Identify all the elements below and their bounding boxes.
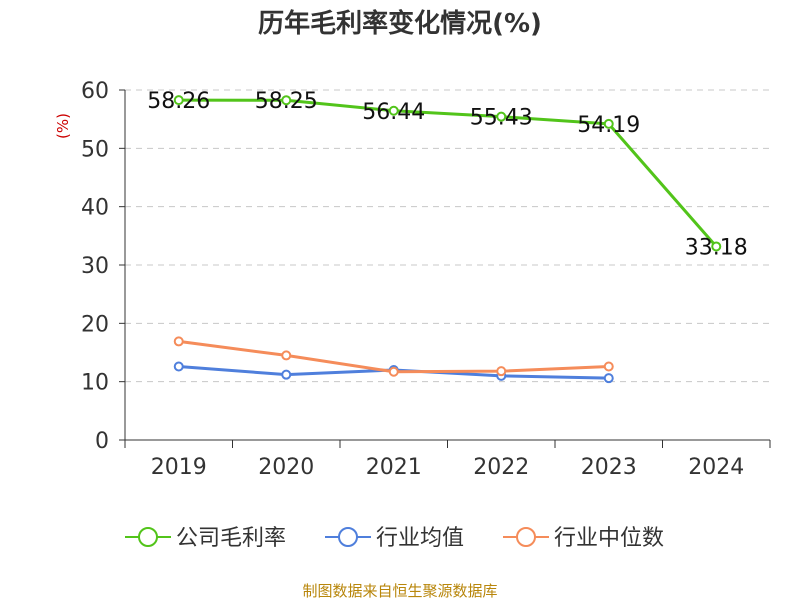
source-note: 制图数据来自恒生聚源数据库 (302, 582, 497, 600)
y-tick-label: 40 (81, 196, 109, 221)
data-point (603, 118, 614, 129)
x-tick-label: 2019 (151, 455, 207, 480)
y-tick-label: 20 (81, 312, 109, 337)
axes: 0 10 20 30 40 50 60 2019 2020 2021 2022 2023 2024 (81, 79, 771, 480)
legend-item[interactable]: 行业中位数 (503, 526, 664, 551)
data-label: 54.19 (577, 113, 640, 138)
y-axis-label: (%) (54, 113, 72, 139)
legend-item[interactable]: 行业均值 (325, 526, 464, 551)
data-label: 58.25 (255, 89, 318, 114)
data-point (388, 366, 399, 377)
data-point (711, 241, 722, 252)
grid-lines (125, 89, 770, 383)
y-tick-label: 50 (81, 137, 109, 162)
legend-marker (338, 527, 358, 547)
data-point (603, 373, 614, 384)
y-tick-label: 30 (81, 254, 109, 279)
x-tick-label: 2022 (473, 455, 529, 480)
data-label: 33.18 (685, 235, 748, 260)
legend[interactable]: 公司毛利率 行业均值 行业中位数 (125, 526, 664, 551)
chart-title: 历年毛利率变化情况(%) (258, 8, 542, 39)
x-tick-label: 2024 (688, 455, 744, 480)
data-point (173, 336, 184, 347)
data-point (388, 105, 399, 116)
legend-label: 行业中位数 (554, 526, 664, 551)
data-label: 56.44 (362, 100, 425, 125)
data-point (173, 361, 184, 372)
data-point (281, 350, 292, 361)
legend-item[interactable]: 公司毛利率 (125, 526, 286, 551)
data-point (496, 111, 507, 122)
x-tick-label: 2020 (258, 455, 314, 480)
legend-label: 公司毛利率 (176, 526, 286, 551)
data-point (603, 361, 614, 372)
data-label: 55.43 (470, 106, 533, 131)
x-tick-label: 2023 (581, 455, 637, 480)
data-point (281, 95, 292, 106)
legend-label: 行业均值 (376, 526, 464, 551)
series-line (177, 98, 718, 248)
x-tick-label: 2021 (366, 455, 422, 480)
legend-marker (516, 527, 536, 547)
data-labels: 58.26 58.25 56.44 55.43 54.19 33.18 (147, 89, 747, 260)
y-tick-label: 0 (95, 429, 109, 454)
y-tick-label: 10 (81, 371, 109, 396)
data-label: 58.26 (147, 89, 210, 114)
legend-marker (138, 527, 158, 547)
series-group (173, 95, 722, 384)
data-point (496, 366, 507, 377)
y-tick-label: 60 (81, 79, 109, 104)
data-point (281, 369, 292, 380)
data-point (173, 95, 184, 106)
